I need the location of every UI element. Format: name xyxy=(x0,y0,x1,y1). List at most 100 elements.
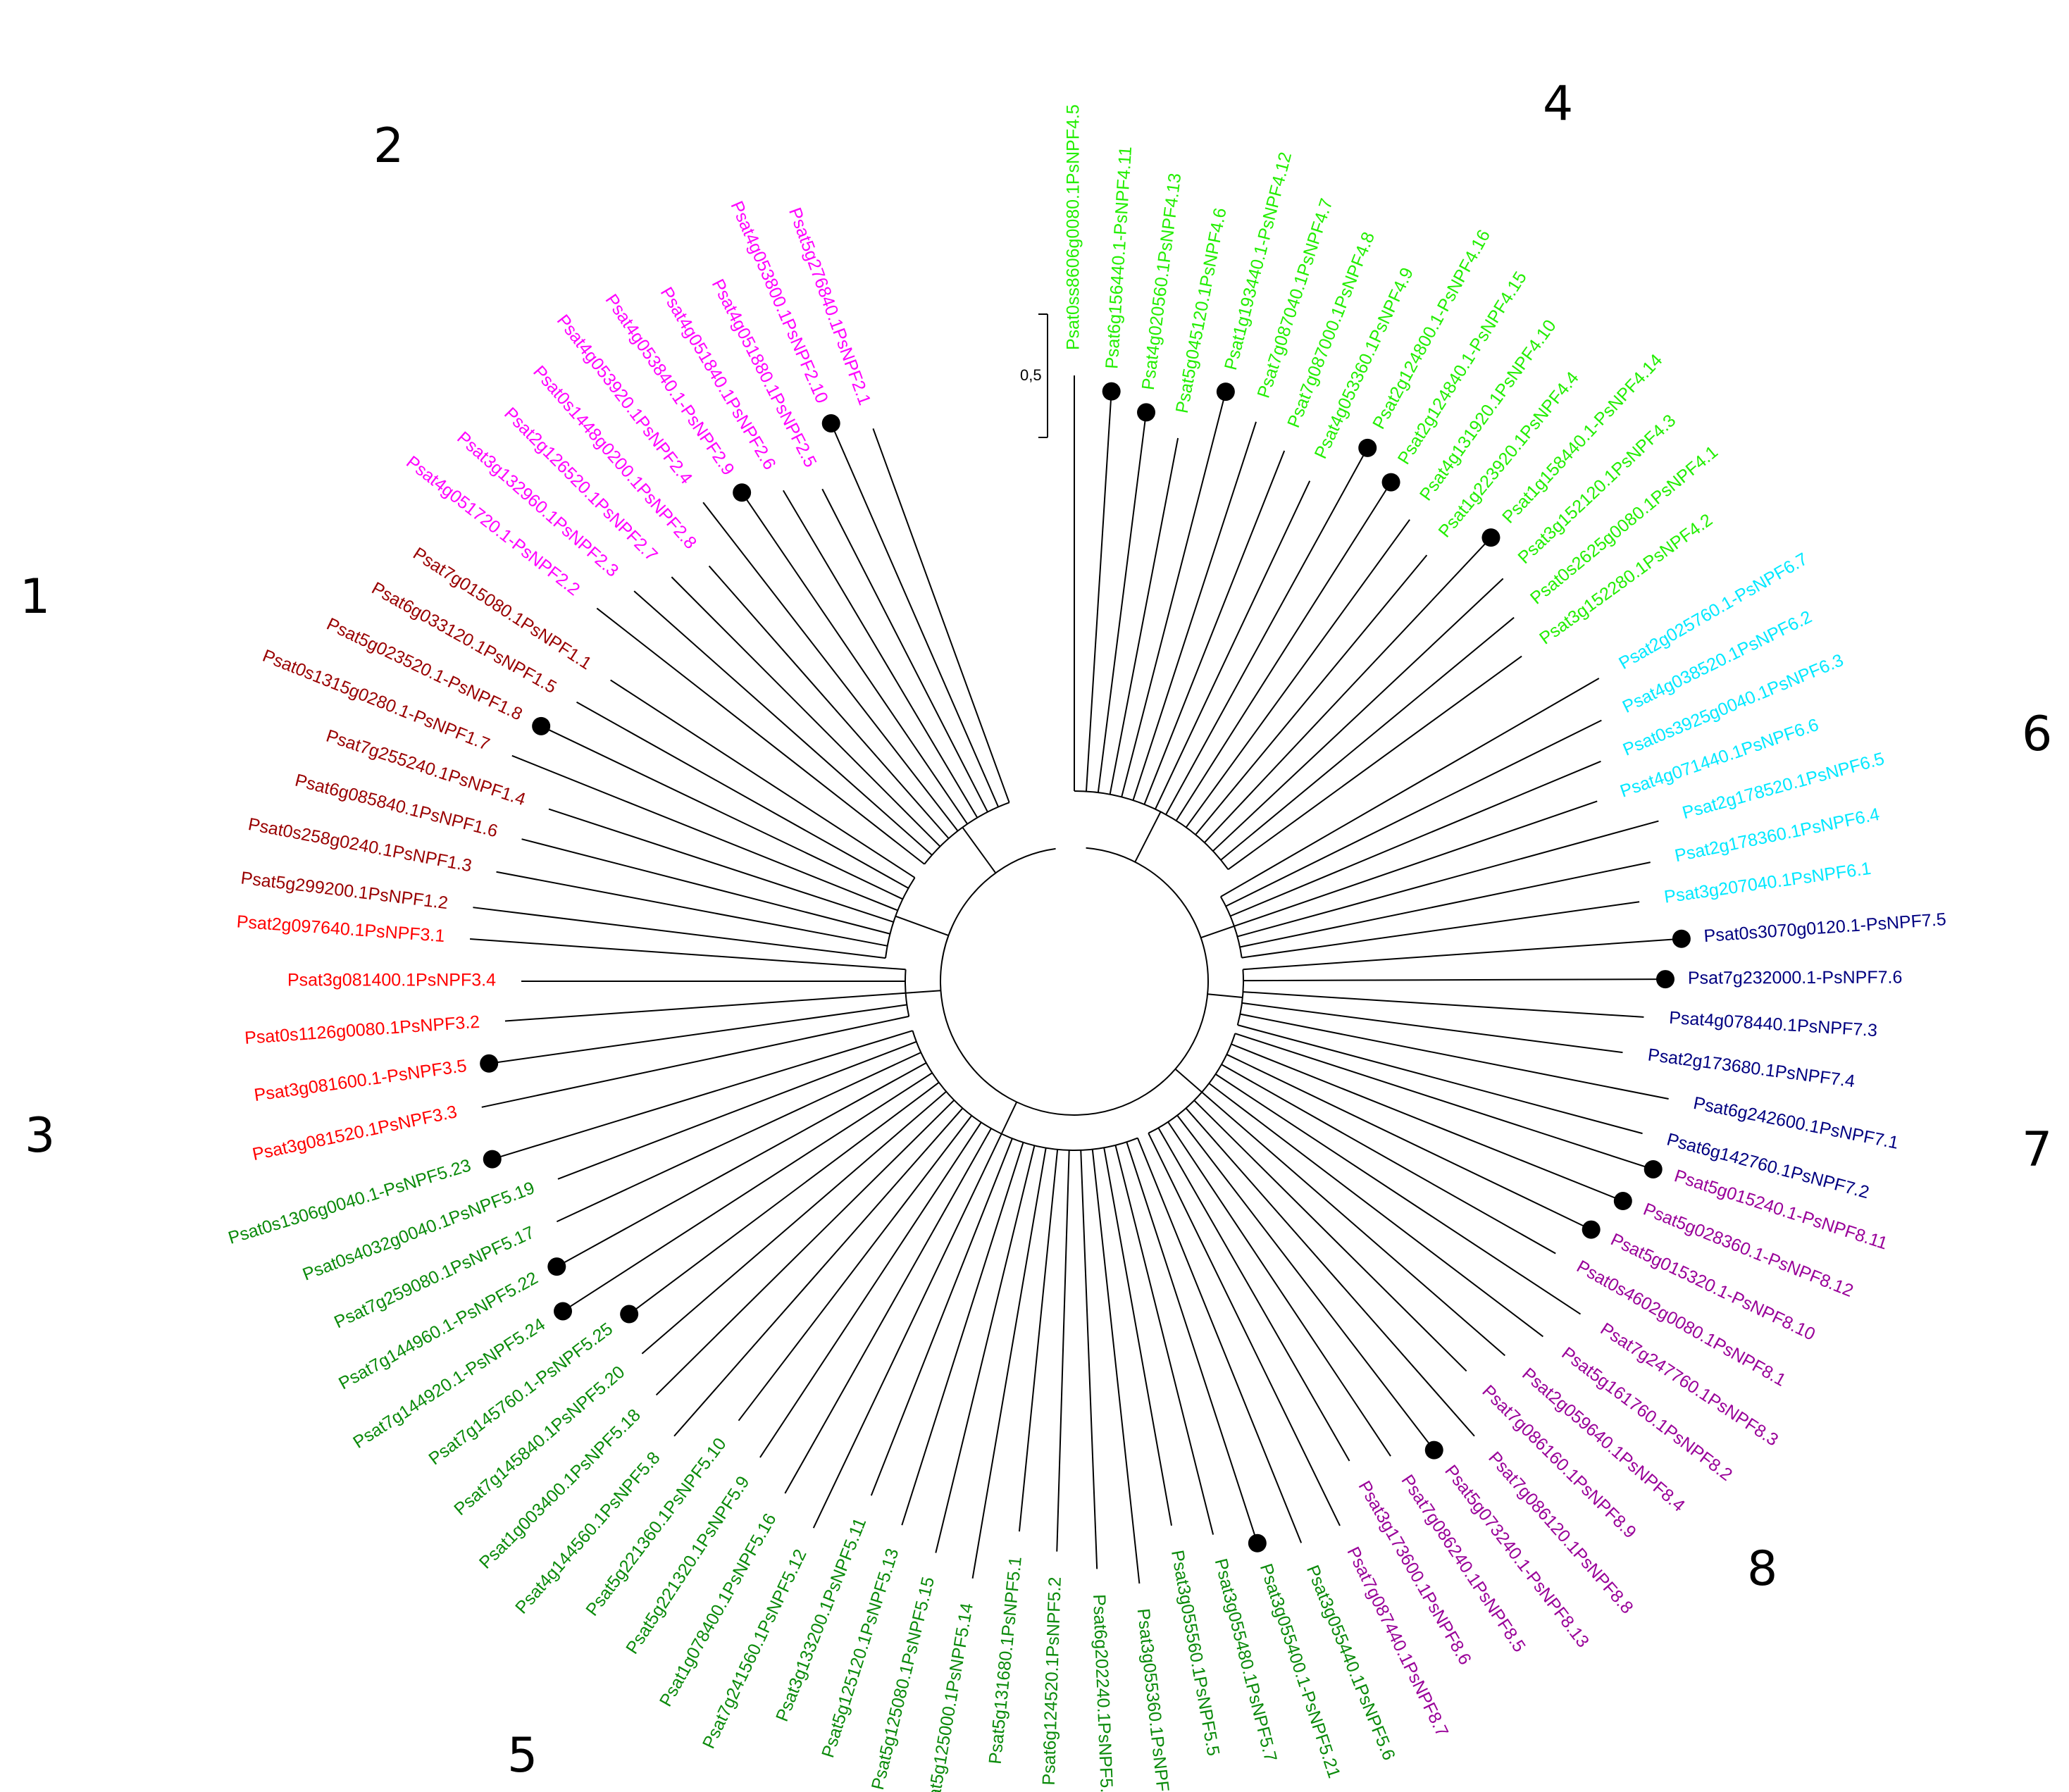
leaf-label: Psat0s1126g0080.1PsNPF3.2 xyxy=(244,1012,480,1048)
leaf-branch xyxy=(1208,1083,1544,1338)
leaf-branch xyxy=(1221,1064,1556,1255)
clade-stem xyxy=(905,990,941,994)
clade-number-5: 5 xyxy=(507,1728,538,1784)
leaf-branch xyxy=(1193,1100,1467,1372)
leaf-branch xyxy=(633,590,933,856)
leaf-branch xyxy=(971,1147,1047,1579)
node-dot-marker xyxy=(1481,528,1501,547)
leaf-branch xyxy=(470,938,906,971)
clade-arc xyxy=(885,877,916,959)
leaf-branch xyxy=(1176,1114,1434,1449)
leaf-label: Psat7g241560.1PsNPF5.12 xyxy=(699,1546,811,1752)
node-dot-marker xyxy=(1102,382,1121,401)
node-dot-marker xyxy=(1644,1159,1663,1178)
leaf-branch xyxy=(548,808,894,923)
leaf-branch xyxy=(1143,450,1286,805)
leaf-label: Psat0s4032g0040.1PsNPF5.19 xyxy=(300,1178,538,1284)
leaf-branch xyxy=(1237,1024,1643,1135)
leaf-branch xyxy=(630,1081,940,1313)
leaf-label: Psat4g078440.1PsNPF7.3 xyxy=(1669,1008,1878,1041)
leaf-branch xyxy=(1226,1054,1589,1229)
leaf-label: Psat3g055360.1PsNPF5.3 xyxy=(1133,1607,1176,1792)
leaf-branch xyxy=(1056,1150,1070,1552)
leaf-branch xyxy=(1167,1121,1391,1457)
node-dot-marker xyxy=(532,716,551,735)
leaf-branch xyxy=(564,1072,933,1311)
leaf-label: Psat3g207040.1PsNPF6.1 xyxy=(1663,859,1872,907)
leaf-label: Psat0s3070g0120.1-PsNPF7.5 xyxy=(1703,909,1947,946)
leaf-branch xyxy=(1204,539,1490,843)
leaf-label: Psat3g081600.1-PsNPF3.5 xyxy=(253,1056,468,1105)
clade-number-3: 3 xyxy=(25,1108,55,1164)
clade-arc xyxy=(1148,1033,1236,1134)
leaf-branch xyxy=(641,1090,947,1355)
clade-stem xyxy=(962,826,997,873)
leaf-label: Psat2g173680.1PsNPF7.4 xyxy=(1647,1045,1856,1091)
clade-stem xyxy=(1134,811,1162,863)
leaf-branch xyxy=(1212,578,1504,852)
leaf-branch xyxy=(1201,1091,1505,1357)
leaf-branch xyxy=(1080,1150,1098,1569)
clade-number-6: 6 xyxy=(2022,707,2052,762)
leaf-branch xyxy=(1234,1033,1651,1169)
leaf-branch xyxy=(1114,1145,1214,1535)
leaf-label: Psat2g097640.1PsNPF3.1 xyxy=(236,911,445,946)
scale-bar: 0,5 xyxy=(1020,313,1048,438)
node-dot-marker xyxy=(480,1054,499,1073)
leaf-branch xyxy=(1214,1074,1582,1315)
leaf-branch xyxy=(1220,678,1600,897)
clade-numbers: 4 6 7 8 5 3 1 2 xyxy=(20,76,2052,1784)
leaf-branch xyxy=(743,494,968,825)
node-dot-marker xyxy=(547,1257,566,1276)
clade-stem xyxy=(1207,993,1243,998)
leaf-branch xyxy=(783,490,978,819)
clade-arc xyxy=(912,1030,1138,1151)
leaf-branch xyxy=(702,502,959,832)
leaf-branch xyxy=(1243,978,1663,982)
leaf-branch xyxy=(1157,1127,1350,1462)
leaf-label: Psat6g202240.1PsNPF5.4 xyxy=(1089,1594,1117,1792)
leaf-label: Psat5g023520.1-PsNPF1.8 xyxy=(323,614,526,725)
leaf-branch xyxy=(521,838,890,935)
node-dot-marker xyxy=(1424,1441,1443,1460)
leaf-branch xyxy=(596,607,925,865)
node-dot-marker xyxy=(1248,1533,1267,1553)
leaf-branch xyxy=(812,1133,1002,1529)
node-dot-marker xyxy=(1358,438,1377,457)
leaf-label: Psat3g081400.1PsNPF3.4 xyxy=(287,971,496,990)
leaf-branch xyxy=(655,1100,955,1396)
leaf-branch xyxy=(1126,1141,1257,1541)
leaf-branch xyxy=(1185,519,1410,828)
node-dot-marker xyxy=(1216,382,1235,402)
leaf-branch xyxy=(872,428,1010,803)
leaf-branch xyxy=(1091,1149,1141,1584)
leaf-branch xyxy=(870,1138,1013,1496)
clade-stem xyxy=(895,915,949,936)
leaf-branch xyxy=(1097,415,1147,793)
node-dot-marker xyxy=(1655,970,1675,989)
clade-number-1: 1 xyxy=(20,569,50,625)
leaf-label: Psat6g156440.1-PsNPF4.11 xyxy=(1102,146,1136,370)
clade-stem xyxy=(1174,1068,1203,1093)
leaf-label: Psat7g259080.1PsNPF5.17 xyxy=(331,1222,538,1332)
node-dot-marker xyxy=(1582,1220,1601,1239)
leaf-branch xyxy=(1132,421,1257,801)
clade-number-8: 8 xyxy=(1747,1541,1777,1597)
node-dot-marker xyxy=(1672,929,1691,948)
leaf-branch xyxy=(610,679,916,878)
leaf-branch xyxy=(1155,480,1311,810)
clade-arc xyxy=(1236,969,1244,1026)
leaf-branch xyxy=(543,726,903,900)
leaf-branch xyxy=(1241,1002,1623,1054)
leaf-branch xyxy=(1121,394,1226,797)
leaf-branch xyxy=(559,1062,927,1267)
leaf-branch xyxy=(784,1128,992,1494)
leaf-branch xyxy=(504,992,906,1022)
clade-stem xyxy=(1200,925,1235,939)
leaf-label: Psat5g125000.1PsNPF5.14 xyxy=(921,1602,977,1792)
node-dot-marker xyxy=(1381,473,1400,492)
leaf-branch xyxy=(1243,991,1644,1018)
node-dot-marker xyxy=(483,1150,502,1169)
leaf-label: Psat6g124520.1PsNPF5.2 xyxy=(1039,1576,1065,1786)
